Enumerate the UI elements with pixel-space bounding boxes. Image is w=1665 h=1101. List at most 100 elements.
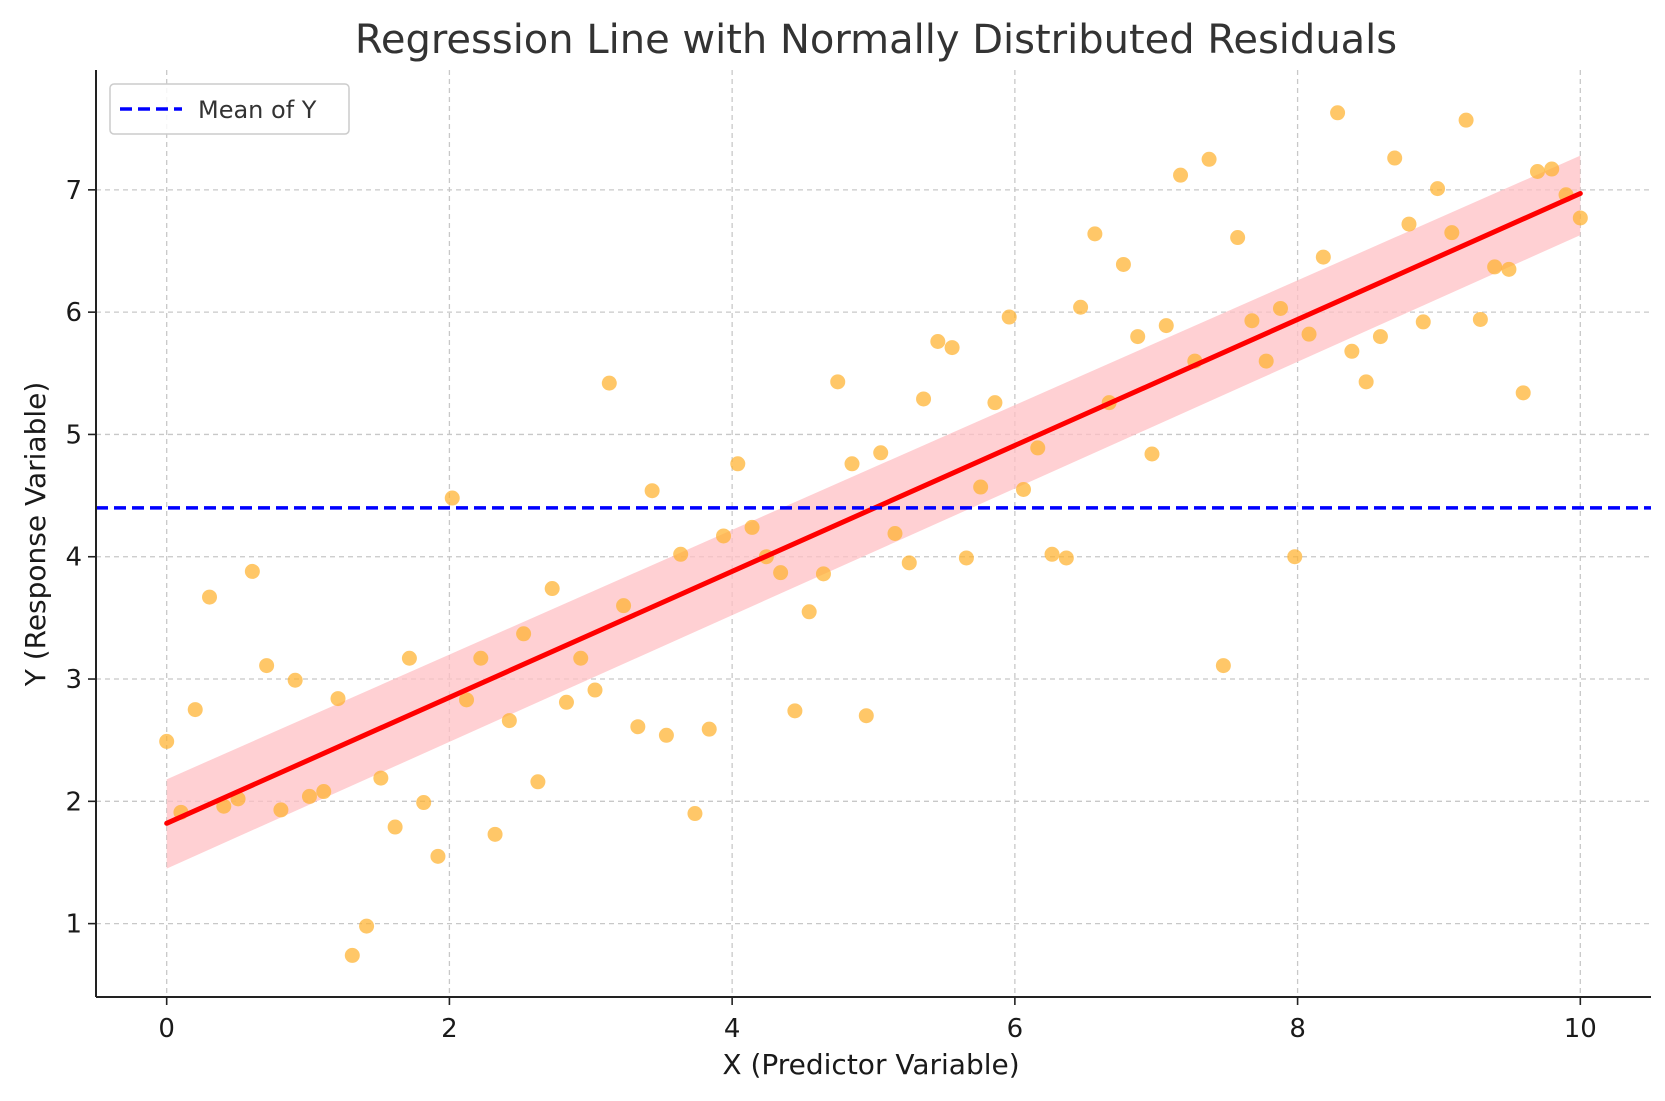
x-tick-label: 10: [1564, 1014, 1597, 1044]
data-point: [1330, 105, 1346, 121]
y-tick-label: 3: [65, 665, 82, 695]
confidence-band-layer: [166, 155, 1581, 869]
chart-title: Regression Line with Normally Distribute…: [355, 17, 1397, 63]
data-point: [1287, 549, 1303, 565]
legend-box: [109, 83, 350, 135]
y-tick-label: 7: [65, 176, 82, 206]
data-point: [973, 479, 989, 495]
data-point: [1130, 329, 1146, 345]
data-point: [316, 784, 332, 800]
grid: [96, 70, 1651, 997]
y-axis-label: Y (Response Variable): [19, 382, 52, 688]
data-point: [1444, 225, 1460, 241]
data-point: [1215, 658, 1231, 674]
data-point: [430, 848, 446, 864]
data-point: [244, 563, 260, 579]
data-point: [644, 483, 660, 499]
legend: Mean of Y: [109, 83, 350, 135]
data-point: [1458, 112, 1474, 128]
data-point: [487, 826, 503, 842]
data-point: [1315, 249, 1331, 265]
data-point: [401, 650, 417, 666]
data-point: [1544, 161, 1560, 177]
data-point: [330, 691, 346, 707]
data-point: [587, 682, 603, 698]
data-point: [459, 692, 475, 708]
data-point: [773, 565, 789, 581]
data-point: [187, 702, 203, 718]
x-tick-label: 8: [1289, 1014, 1306, 1044]
data-point: [687, 806, 703, 822]
data-point: [730, 456, 746, 472]
data-point: [1344, 343, 1360, 359]
data-point: [301, 788, 317, 804]
data-point: [673, 546, 689, 562]
data-point: [630, 719, 646, 735]
data-point: [1244, 313, 1260, 329]
data-point: [887, 526, 903, 541]
data-point: [744, 519, 760, 535]
confidence-band: [166, 155, 1581, 869]
y-tick-label: 1: [65, 910, 82, 940]
y-tick-label: 6: [65, 298, 82, 328]
data-point: [901, 555, 917, 571]
data-point: [1073, 299, 1089, 315]
data-point: [501, 713, 517, 729]
data-point: [1058, 550, 1074, 566]
data-point: [987, 395, 1003, 411]
data-point: [801, 604, 817, 620]
data-point: [1472, 311, 1488, 327]
data-point: [159, 733, 175, 749]
data-point: [373, 770, 389, 786]
data-point: [1501, 261, 1517, 277]
data-point: [1415, 314, 1431, 330]
data-point: [844, 456, 860, 472]
data-point: [1230, 230, 1246, 246]
x-tick-label: 6: [1007, 1014, 1024, 1044]
x-tick-label: 4: [724, 1014, 741, 1044]
x-tick-label: 2: [441, 1014, 458, 1044]
data-point: [716, 528, 732, 544]
data-point: [830, 374, 846, 390]
data-point: [1158, 318, 1174, 334]
data-point: [1430, 181, 1446, 197]
data-point: [387, 819, 403, 835]
data-point: [1173, 167, 1189, 183]
lines-layer: [96, 191, 1651, 826]
data-point: [1144, 446, 1160, 462]
data-point: [1572, 210, 1588, 226]
data-point: [787, 703, 803, 719]
data-point: [873, 445, 889, 461]
data-point: [1258, 353, 1274, 369]
data-point: [1087, 226, 1103, 242]
y-tick-label: 2: [65, 787, 82, 817]
data-point: [1529, 164, 1545, 180]
axes: [95, 70, 1651, 998]
data-point: [616, 598, 632, 614]
data-point: [1030, 440, 1046, 456]
data-point: [544, 581, 560, 597]
data-point: [1044, 546, 1060, 562]
data-point: [259, 658, 275, 674]
data-point: [916, 391, 932, 407]
data-point: [858, 708, 874, 724]
data-point: [1015, 481, 1031, 497]
data-point: [516, 626, 532, 642]
data-point: [1387, 150, 1403, 166]
data-point: [287, 672, 303, 688]
y-tick-label: 4: [65, 543, 82, 573]
data-point: [444, 490, 460, 506]
data-point: [815, 566, 831, 582]
data-point: [1301, 326, 1317, 342]
data-point: [1515, 385, 1531, 401]
data-point: [701, 721, 717, 737]
data-point: [601, 375, 617, 391]
data-point: [573, 650, 589, 666]
data-point: [216, 798, 232, 814]
data-points: [159, 105, 1588, 963]
data-point: [273, 802, 289, 818]
data-point: [1401, 216, 1417, 232]
